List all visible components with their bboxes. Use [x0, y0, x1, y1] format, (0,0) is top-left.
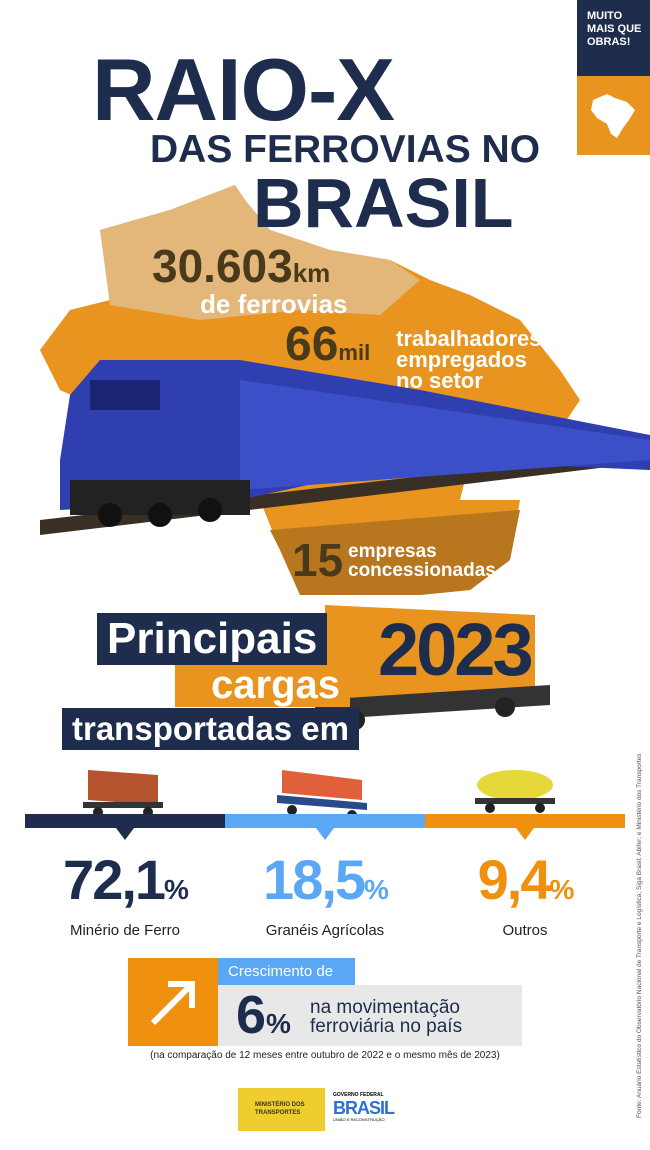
pct-iron-ore: 72,1%	[63, 848, 189, 911]
locomotive-train-image	[40, 360, 650, 535]
heading-principais: Principais	[97, 613, 328, 665]
pointer-grains	[316, 828, 334, 840]
container-wagon-image	[315, 605, 550, 730]
label-others: Outros	[502, 922, 548, 939]
tank-wagon-icon	[475, 770, 555, 813]
growth-box	[218, 985, 522, 1046]
bar-others	[425, 814, 625, 828]
growth-arrow-box	[128, 958, 218, 1046]
bar-iron-ore	[25, 814, 225, 828]
arrow-up-right-icon	[150, 981, 195, 1026]
stat-railways: 30.603km	[152, 240, 331, 292]
stat-companies-label: empresas concessionadas	[348, 541, 496, 581]
badge-map-area	[577, 76, 650, 155]
heading-cargas: cargas	[175, 665, 350, 707]
label-iron-ore: Minério de Ferro	[69, 922, 181, 939]
title-line1: RAIO-X	[92, 40, 395, 139]
label-grains: Granéis Agrícolas	[265, 922, 385, 939]
gov-brasil-logo: GOVERNO FEDERAL BRASIL UNIÃO E RECONSTRU…	[333, 1092, 395, 1122]
growth-value: 6%	[236, 985, 291, 1045]
badge-muito-mais-que-obras: MUITO MAIS QUE OBRAS!	[577, 0, 650, 76]
brazil-map-icon	[591, 94, 635, 138]
stat-companies: 15	[292, 534, 344, 586]
hopper-wagon-icon	[83, 770, 163, 817]
ministry-logo: MINISTÉRIO DOS TRANSPORTES	[238, 1088, 325, 1131]
bar-grains	[225, 814, 425, 828]
growth-label: Crescimento de	[218, 958, 355, 985]
pct-others: 9,4%	[477, 848, 575, 911]
grain-wagon-icon	[277, 770, 367, 820]
pointer-others	[516, 828, 534, 840]
year-2023: 2023	[378, 608, 534, 691]
pct-grains: 18,5%	[263, 848, 389, 911]
heading-transportadas: transportadas em	[62, 708, 359, 750]
stat-workers-label: trabalhadores empregados no setor	[396, 326, 542, 393]
pointer-iron-ore	[116, 828, 134, 840]
growth-text: na movimentação ferroviária no país	[310, 997, 463, 1037]
source-note: Fonte: Anuário Estatístico do Observatór…	[636, 753, 643, 1118]
growth-note: (na comparação de 12 meses entre outubro…	[150, 1050, 500, 1061]
stat-workers: 66mil	[285, 318, 371, 371]
stat-railways-label: de ferrovias	[200, 289, 348, 319]
title-line3: BRASIL	[253, 164, 514, 242]
title-line2: DAS FERROVIAS NO	[150, 128, 541, 171]
